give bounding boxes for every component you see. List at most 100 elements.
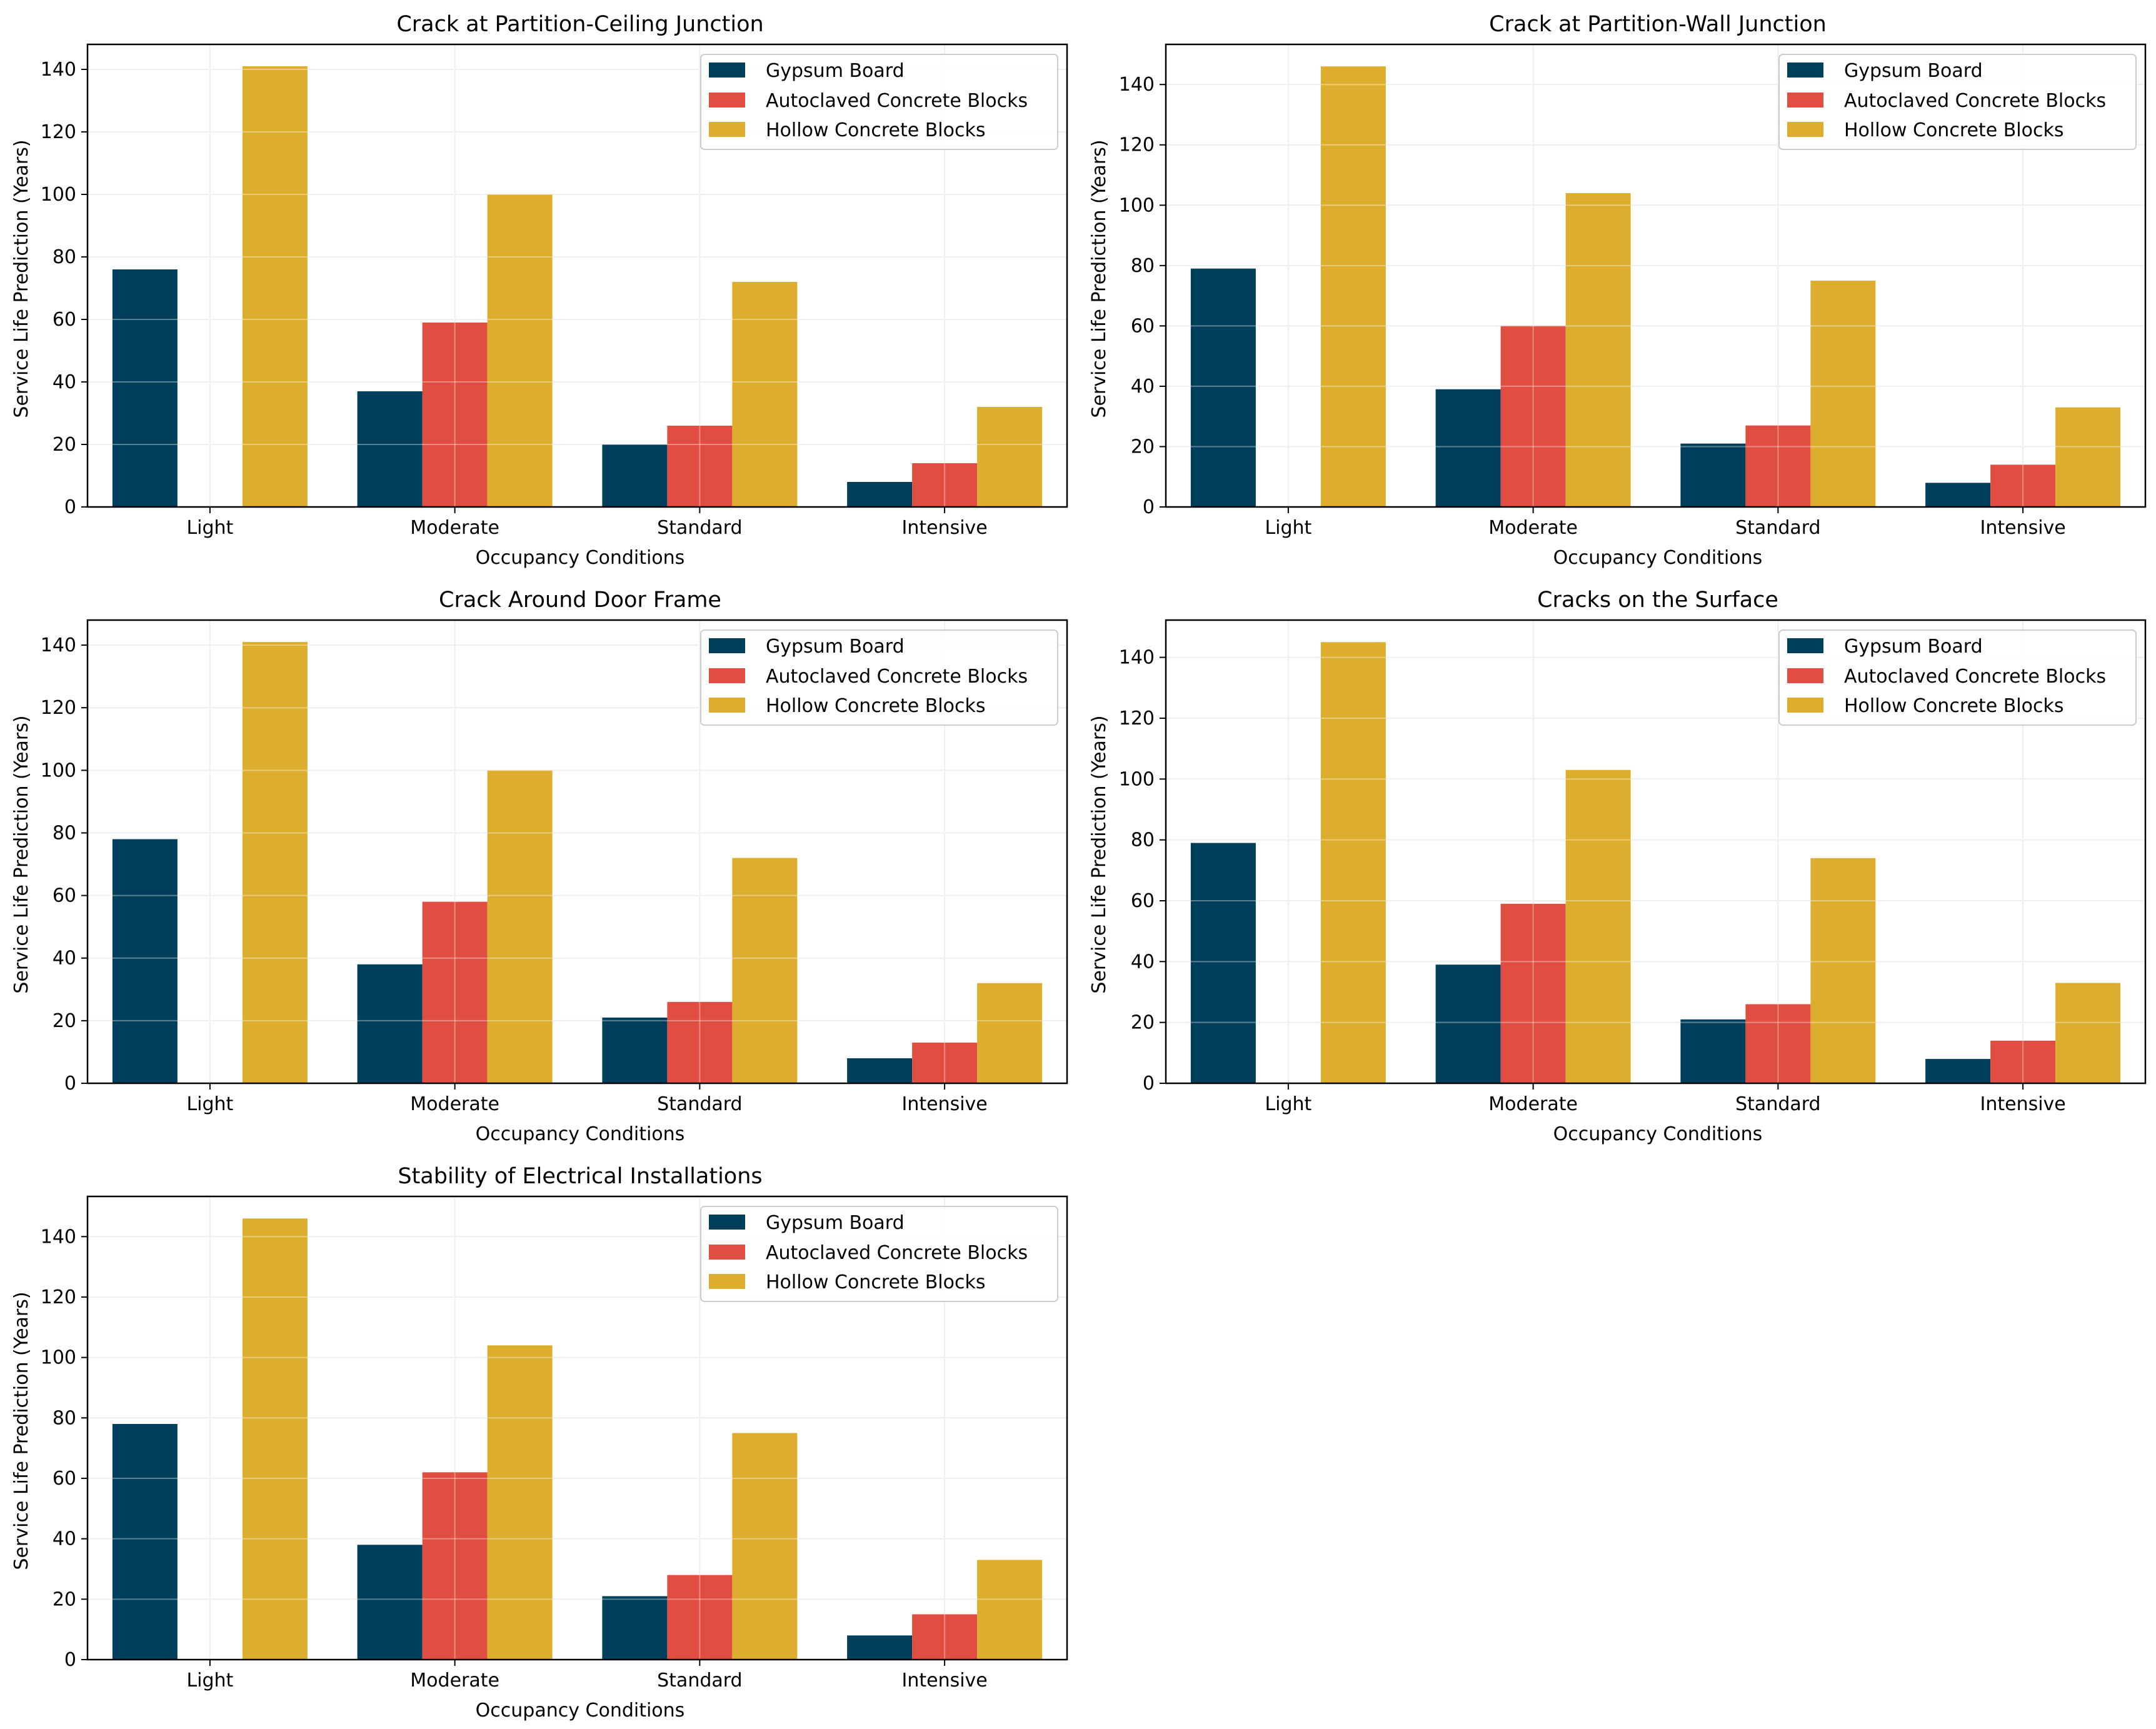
y-tick-label: 40: [53, 1528, 76, 1550]
axes-frame: [86, 43, 1068, 508]
chart-title: Crack at Partition-Wall Junction: [1489, 12, 1827, 37]
bar-autoclaved-concrete-blocks-intensive: [1990, 1040, 2056, 1083]
y-tick-label: 140: [1119, 74, 1155, 96]
y-tick-label: 100: [41, 1347, 76, 1369]
bar-gypsum-board-light: [112, 839, 178, 1083]
bar-gypsum-board-standard: [602, 1017, 668, 1083]
legend-label-hollow-concrete-blocks: Hollow Concrete Blocks: [766, 695, 985, 717]
bar-gypsum-board-light: [1190, 843, 1256, 1083]
legend-swatch-hollow-concrete-blocks: [709, 122, 745, 137]
y-tick-label: 60: [53, 309, 76, 331]
x-tick-label-intensive: Intensive: [1980, 1093, 2065, 1115]
x-tick-label-light: Light: [1265, 1093, 1311, 1115]
y-tick-label: 120: [1119, 708, 1155, 729]
y-tick-label: 60: [53, 1468, 76, 1490]
bar-gypsum-board-standard: [602, 1596, 668, 1660]
bar-hollow-concrete-blocks-moderate: [487, 1345, 553, 1660]
bar-autoclaved-concrete-blocks-moderate: [422, 323, 488, 507]
bar-gypsum-board-intensive: [847, 1635, 913, 1660]
bar-gypsum-board-standard: [1680, 443, 1746, 507]
subplot-electrical-stability: Stability of Electrical Installations Se…: [11, 1164, 1068, 1721]
bar-autoclaved-concrete-blocks-standard: [667, 426, 733, 507]
y-tick-label: 0: [1143, 1073, 1155, 1095]
legend-swatch-hollow-concrete-blocks: [709, 1274, 745, 1289]
legend-swatch-autoclaved-concrete-blocks: [709, 668, 745, 683]
y-axis-label: Service Life Prediction (Years): [1088, 715, 1110, 993]
bar-hollow-concrete-blocks-intensive: [977, 983, 1043, 1083]
y-tick-label: 0: [64, 1073, 76, 1095]
y-tick-label: 60: [53, 885, 76, 907]
subplot-cracks-surface: Cracks on the Surface Service Life Predi…: [1088, 588, 2147, 1145]
y-tick-label: 140: [1119, 647, 1155, 669]
x-tick-label-light: Light: [186, 517, 233, 539]
legend-swatch-gypsum-board: [709, 63, 745, 78]
subplot-crack-door-frame: Crack Around Door Frame Service Life Pre…: [11, 588, 1068, 1145]
y-tick-label: 60: [1131, 315, 1155, 337]
y-tick-label: 40: [1131, 951, 1155, 973]
y-tick-label: 120: [41, 697, 76, 719]
y-tick-label: 80: [1131, 829, 1155, 851]
bar-gypsum-board-moderate: [1435, 965, 1501, 1083]
bar-hollow-concrete-blocks-light: [242, 1218, 308, 1660]
y-tick-label: 80: [53, 822, 76, 844]
axes-frame: [1165, 43, 2147, 508]
y-axis-label: Service Life Prediction (Years): [11, 715, 33, 993]
legend-label-autoclaved-concrete-blocks: Autoclaved Concrete Blocks: [766, 90, 1028, 112]
legend-swatch-gypsum-board: [709, 638, 745, 653]
y-tick-label: 80: [53, 246, 76, 268]
y-tick-label: 20: [1131, 1012, 1155, 1034]
y-tick-label: 100: [1119, 194, 1155, 216]
bar-hollow-concrete-blocks-intensive: [2055, 407, 2121, 507]
bar-gypsum-board-moderate: [357, 391, 423, 507]
x-tick-label-light: Light: [1265, 517, 1311, 539]
bar-hollow-concrete-blocks-moderate: [487, 194, 553, 507]
bar-gypsum-board-moderate: [357, 1545, 423, 1660]
y-tick-label: 80: [1131, 255, 1155, 277]
bar-hollow-concrete-blocks-light: [242, 642, 308, 1083]
bar-hollow-concrete-blocks-light: [1320, 642, 1386, 1083]
y-tick-label: 20: [1131, 436, 1155, 458]
x-tick-label-intensive: Intensive: [901, 1093, 987, 1115]
legend-swatch-hollow-concrete-blocks: [1787, 122, 1823, 137]
x-tick-label-moderate: Moderate: [1488, 1093, 1578, 1115]
legend-swatch-autoclaved-concrete-blocks: [1787, 668, 1823, 683]
bar-gypsum-board-intensive: [1925, 1059, 1991, 1083]
x-axis-label: Occupancy Conditions: [476, 547, 685, 569]
bar-hollow-concrete-blocks-intensive: [977, 1560, 1043, 1660]
bar-hollow-concrete-blocks-intensive: [977, 407, 1043, 507]
legend-frame: [700, 1206, 1058, 1302]
legend: Gypsum Board Autoclaved Concrete Blocks …: [700, 54, 1058, 150]
bar-gypsum-board-intensive: [847, 482, 913, 507]
legend-frame: [1778, 629, 2137, 726]
y-tick-label: 20: [53, 1010, 76, 1032]
legend-swatch-autoclaved-concrete-blocks: [709, 1245, 745, 1260]
bar-autoclaved-concrete-blocks-standard: [667, 1001, 733, 1083]
legend-label-autoclaved-concrete-blocks: Autoclaved Concrete Blocks: [1844, 90, 2106, 112]
y-tick-label: 60: [1131, 890, 1155, 912]
x-axis-label: Occupancy Conditions: [476, 1123, 685, 1145]
bar-hollow-concrete-blocks-light: [242, 66, 308, 507]
bar-gypsum-board-intensive: [847, 1058, 913, 1083]
y-tick-label: 100: [41, 184, 76, 206]
bar-gypsum-board-standard: [602, 444, 668, 507]
x-axis-label: Occupancy Conditions: [476, 1700, 685, 1721]
y-tick-label: 20: [53, 1588, 76, 1610]
x-axis-label: Occupancy Conditions: [1553, 1123, 1763, 1145]
bar-gypsum-board-moderate: [357, 964, 423, 1083]
chart-title: Crack Around Door Frame: [439, 588, 721, 613]
y-tick-label: 120: [1119, 134, 1155, 156]
legend-label-hollow-concrete-blocks: Hollow Concrete Blocks: [766, 119, 985, 141]
bar-autoclaved-concrete-blocks-moderate: [1500, 903, 1566, 1083]
legend-label-autoclaved-concrete-blocks: Autoclaved Concrete Blocks: [766, 666, 1028, 688]
y-tick-label: 140: [41, 59, 76, 81]
y-axis-label: Service Life Prediction (Years): [11, 1291, 33, 1570]
axes-frame: [1165, 619, 2147, 1085]
legend-label-hollow-concrete-blocks: Hollow Concrete Blocks: [766, 1271, 985, 1293]
y-tick-label: 0: [1143, 496, 1155, 518]
bar-autoclaved-concrete-blocks-intensive: [912, 1042, 978, 1083]
y-tick-label: 140: [41, 634, 76, 656]
legend-label-autoclaved-concrete-blocks: Autoclaved Concrete Blocks: [1844, 666, 2106, 688]
bar-gypsum-board-light: [112, 269, 178, 507]
axes-frame: [86, 1195, 1068, 1661]
legend: Gypsum Board Autoclaved Concrete Blocks …: [700, 1206, 1058, 1302]
